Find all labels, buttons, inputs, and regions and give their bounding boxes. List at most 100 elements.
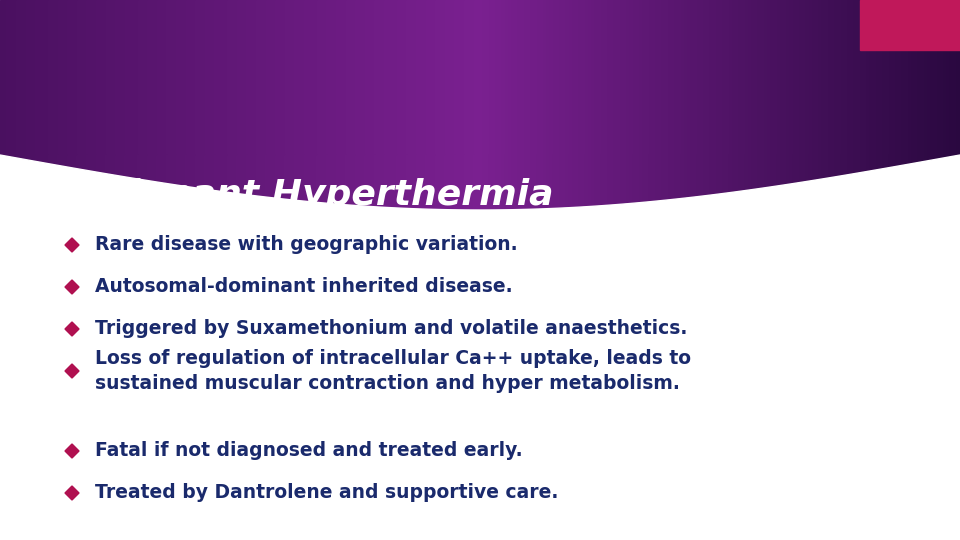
Polygon shape: [108, 155, 112, 174]
Polygon shape: [922, 155, 924, 161]
Polygon shape: [675, 155, 679, 199]
Bar: [804, 0, 807, 155]
Bar: [765, 0, 769, 155]
Bar: [343, 0, 347, 155]
Polygon shape: [893, 155, 896, 167]
Polygon shape: [182, 155, 185, 186]
Bar: [660, 0, 663, 155]
Polygon shape: [896, 155, 900, 166]
Polygon shape: [451, 155, 454, 210]
Bar: [192, 0, 196, 155]
Polygon shape: [84, 155, 86, 171]
Polygon shape: [10, 155, 12, 157]
Bar: [902, 0, 906, 155]
Bar: [403, 0, 407, 155]
Bar: [598, 0, 603, 155]
Text: Rare disease with geographic variation.: Rare disease with geographic variation.: [95, 235, 517, 254]
Polygon shape: [12, 155, 16, 158]
Bar: [586, 0, 589, 155]
Polygon shape: [544, 155, 547, 209]
Bar: [362, 0, 366, 155]
Bar: [422, 0, 426, 155]
Bar: [470, 0, 474, 155]
Bar: [912, 0, 916, 155]
Bar: [115, 0, 119, 155]
Bar: [32, 0, 36, 155]
Bar: [38, 0, 42, 155]
Bar: [540, 0, 545, 155]
Polygon shape: [214, 155, 218, 191]
Bar: [771, 0, 776, 155]
Bar: [679, 0, 683, 155]
Polygon shape: [512, 155, 516, 210]
Polygon shape: [352, 155, 355, 206]
Bar: [487, 0, 491, 155]
Polygon shape: [787, 155, 790, 184]
Bar: [608, 0, 612, 155]
Polygon shape: [857, 155, 861, 173]
Polygon shape: [387, 155, 391, 207]
Bar: [420, 0, 423, 155]
Bar: [96, 0, 100, 155]
Bar: [29, 0, 33, 155]
Bar: [848, 0, 852, 155]
Polygon shape: [813, 155, 816, 180]
Polygon shape: [317, 155, 320, 202]
Bar: [636, 0, 641, 155]
Bar: [346, 0, 349, 155]
Bar: [176, 0, 180, 155]
Bar: [166, 0, 171, 155]
Bar: [204, 0, 209, 155]
Polygon shape: [924, 155, 928, 161]
Bar: [874, 0, 877, 155]
Bar: [727, 0, 731, 155]
Bar: [934, 0, 939, 155]
Polygon shape: [396, 155, 400, 208]
Bar: [396, 0, 401, 155]
Polygon shape: [202, 155, 204, 189]
Polygon shape: [845, 155, 848, 175]
Bar: [554, 0, 558, 155]
Bar: [842, 0, 846, 155]
Bar: [391, 0, 395, 155]
Bar: [691, 0, 695, 155]
Bar: [496, 0, 500, 155]
Bar: [588, 0, 593, 155]
Polygon shape: [204, 155, 208, 190]
Bar: [444, 0, 449, 155]
Bar: [189, 0, 193, 155]
Polygon shape: [144, 155, 147, 180]
Polygon shape: [583, 155, 586, 207]
Bar: [669, 0, 673, 155]
Bar: [928, 0, 932, 155]
Bar: [502, 0, 507, 155]
Bar: [483, 0, 488, 155]
Polygon shape: [468, 155, 470, 210]
Bar: [185, 0, 190, 155]
Bar: [425, 0, 430, 155]
Polygon shape: [185, 155, 189, 187]
Bar: [320, 0, 324, 155]
Bar: [160, 0, 164, 155]
Bar: [710, 0, 714, 155]
Polygon shape: [634, 155, 636, 203]
Polygon shape: [67, 155, 70, 167]
Polygon shape: [752, 155, 756, 190]
Bar: [640, 0, 644, 155]
Bar: [857, 0, 862, 155]
Polygon shape: [358, 155, 362, 206]
Polygon shape: [710, 155, 713, 195]
Polygon shape: [765, 155, 768, 188]
Polygon shape: [300, 155, 304, 201]
Polygon shape: [394, 155, 396, 208]
Polygon shape: [137, 155, 141, 179]
Bar: [713, 0, 718, 155]
Polygon shape: [602, 155, 605, 206]
Polygon shape: [80, 155, 84, 170]
Polygon shape: [790, 155, 794, 184]
Bar: [516, 0, 519, 155]
Polygon shape: [739, 155, 742, 191]
Bar: [794, 0, 798, 155]
Polygon shape: [502, 155, 506, 210]
Bar: [736, 0, 740, 155]
